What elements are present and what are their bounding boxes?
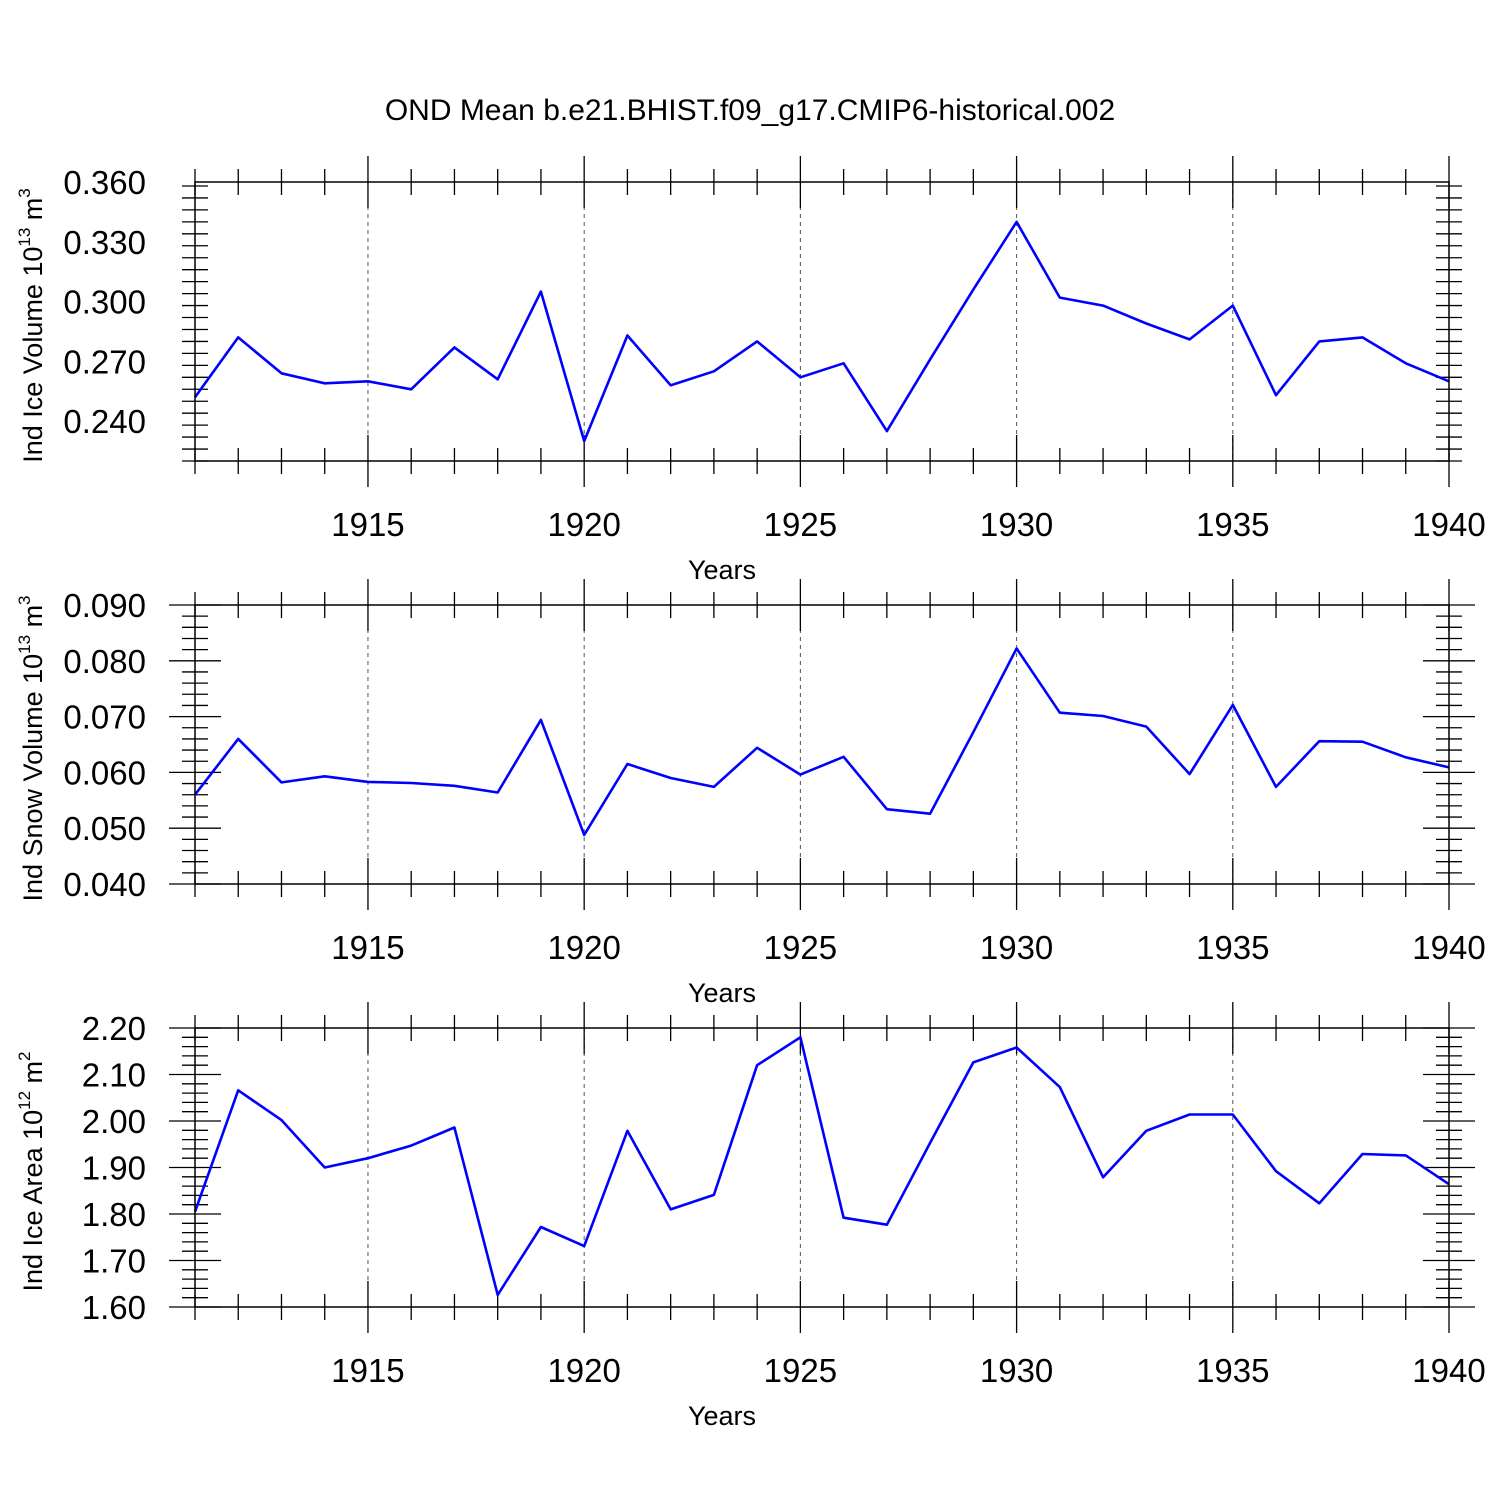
y-tick-label: 0.300 [63,284,146,321]
x-tick-label: 1920 [547,506,620,543]
y-tick-label: 2.00 [82,1103,146,1140]
grid-lines [367,182,1234,461]
tick-marks [169,579,1475,910]
y-tick-label: 0.240 [63,403,146,440]
x-tick-label: 1930 [980,929,1053,966]
y-tick-label: 1.60 [82,1289,146,1326]
x-axis-label: Years [688,1401,756,1431]
x-tick-labels: 1915 1920 1925 1930 1935 1940 [331,506,1485,543]
y-axis-label-base: Ind Ice Area 10 [18,1110,48,1292]
x-tick-label: 1940 [1412,1352,1485,1389]
x-tick-label: 1935 [1196,1352,1269,1389]
y-axis-label-unit: m [18,198,48,228]
series-line [193,647,1450,837]
x-tick-label: 1930 [980,1352,1053,1389]
y-axis-label-exponent: 13 [15,635,34,654]
y-tick-label: 0.050 [63,810,146,847]
y-axis-label: Ind Ice Volume 1013 m3 [15,188,48,463]
y-axis-label-exponent: 13 [15,228,34,247]
x-tick-label: 1915 [331,506,404,543]
x-tick-label: 1915 [331,929,404,966]
grid-lines [367,1028,1234,1307]
y-axis-label-unit-exponent: 3 [15,188,34,197]
series-line [193,1036,1450,1297]
y-axis-label-base: Ind Ice Volume 10 [18,247,48,463]
y-tick-label: 0.070 [63,699,146,736]
x-tick-label: 1940 [1412,929,1485,966]
x-tick-label: 1935 [1196,929,1269,966]
y-tick-label: 0.090 [63,587,146,624]
panel-ice-area: 1.60 1.70 1.80 1.90 2.00 2.10 2.20 1915 1920 192… [15,1002,1486,1431]
y-axis-label: Ind Ice Area 1012 m2 [15,1051,48,1291]
y-axis-label-base: Ind Snow Volume 10 [18,654,48,902]
y-tick-label: 0.270 [63,343,146,380]
y-tick-label: 1.70 [82,1243,146,1280]
x-tick-label: 1940 [1412,506,1485,543]
y-tick-label: 0.040 [63,866,146,903]
y-tick-labels: 0.040 0.050 0.060 0.070 0.080 0.090 [63,587,146,903]
y-axis-label-unit-exponent: 3 [15,595,34,604]
plot-frame [194,1027,1450,1308]
x-tick-label: 1925 [764,506,837,543]
plot-frame [194,604,1450,885]
plot-frame [194,181,1450,462]
x-tick-label: 1925 [764,1352,837,1389]
y-tick-label: 0.080 [63,643,146,680]
x-axis-label: Years [688,978,756,1008]
y-tick-labels: 1.60 1.70 1.80 1.90 2.00 2.10 2.20 [82,1010,146,1326]
figure-title: OND Mean b.e21.BHIST.f09_g17.CMIP6-histo… [385,94,1115,127]
x-axis-label: Years [688,555,756,585]
y-tick-label: 1.90 [82,1150,146,1187]
grid-lines [367,605,1234,884]
y-tick-label: 0.360 [63,164,146,201]
tick-marks [169,1002,1475,1333]
x-tick-labels: 1915 1920 1925 1930 1935 1940 [331,1352,1485,1389]
y-axis-label-unit-exponent: 2 [15,1051,34,1060]
y-tick-label: 0.330 [63,224,146,261]
y-tick-label: 2.10 [82,1057,146,1094]
x-tick-label: 1930 [980,506,1053,543]
y-tick-label: 1.80 [82,1196,146,1233]
x-tick-label: 1935 [1196,506,1269,543]
y-tick-labels: 0.240 0.270 0.300 0.330 0.360 [63,164,146,440]
y-tick-label: 2.20 [82,1010,146,1047]
tick-marks [182,156,1462,487]
y-axis-label-unit: m [18,1061,48,1091]
x-tick-label: 1925 [764,929,837,966]
y-axis-label-exponent: 12 [15,1091,34,1110]
y-tick-label: 0.060 [63,754,146,791]
x-tick-labels: 1915 1920 1925 1930 1935 1940 [331,929,1485,966]
x-tick-label: 1920 [547,1352,620,1389]
y-axis-label-unit: m [18,605,48,635]
x-tick-label: 1920 [547,929,620,966]
series-line [193,220,1450,443]
y-axis-label: Ind Snow Volume 1013 m3 [15,595,48,901]
x-tick-label: 1915 [331,1352,404,1389]
